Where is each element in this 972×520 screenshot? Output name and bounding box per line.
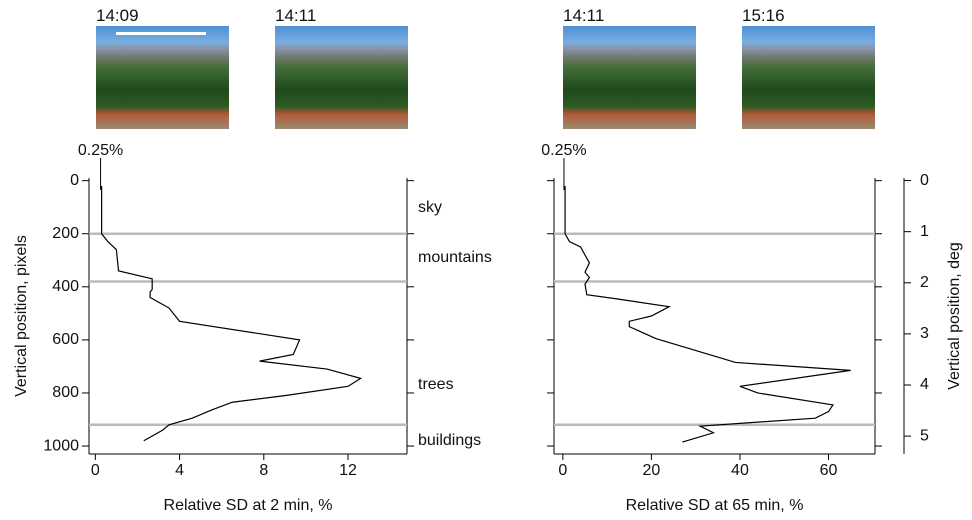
y-tick-label: 400 bbox=[52, 278, 79, 295]
y2-axis-label: Vertical position, deg bbox=[946, 242, 963, 390]
y-tick-label: 1000 bbox=[43, 437, 79, 454]
data-line bbox=[102, 186, 361, 441]
x-tick-label: 0 bbox=[558, 462, 567, 479]
x-tick-label: 40 bbox=[731, 462, 749, 479]
x-axis-label: Relative SD at 65 min, % bbox=[626, 497, 804, 514]
y2-tick-label: 4 bbox=[920, 376, 929, 393]
marker-label: 0.25% bbox=[541, 142, 586, 159]
y-tick-label: 200 bbox=[52, 225, 79, 242]
marker-label: 0.25% bbox=[78, 142, 123, 159]
x-tick-label: 12 bbox=[339, 462, 357, 479]
region-label: mountains bbox=[418, 249, 492, 266]
y-tick-label: 600 bbox=[52, 331, 79, 348]
data-line bbox=[565, 186, 851, 442]
x-tick-label: 4 bbox=[175, 462, 184, 479]
x-axis-label: Relative SD at 2 min, % bbox=[164, 497, 333, 514]
region-label: sky bbox=[418, 199, 442, 216]
y2-tick-label: 2 bbox=[920, 274, 929, 291]
region-label: buildings bbox=[418, 432, 481, 449]
x-tick-label: 8 bbox=[259, 462, 268, 479]
y-axis-label: Vertical position, pixels bbox=[13, 235, 30, 397]
y2-tick-label: 0 bbox=[920, 172, 929, 189]
x-tick-label: 60 bbox=[820, 462, 838, 479]
y2-tick-label: 5 bbox=[920, 427, 929, 444]
y-tick-label: 0 bbox=[70, 172, 79, 189]
region-label: trees bbox=[418, 376, 454, 393]
y2-tick-label: 3 bbox=[920, 325, 929, 342]
x-tick-label: 0 bbox=[91, 462, 100, 479]
x-tick-label: 20 bbox=[643, 462, 661, 479]
figure: 0200400600800100004812Relative SD at 2 m… bbox=[0, 0, 972, 520]
y-tick-label: 800 bbox=[52, 384, 79, 401]
page: {"images": [{"time": "14:09"}, {"time": … bbox=[0, 0, 972, 520]
y2-tick-label: 1 bbox=[920, 223, 929, 240]
